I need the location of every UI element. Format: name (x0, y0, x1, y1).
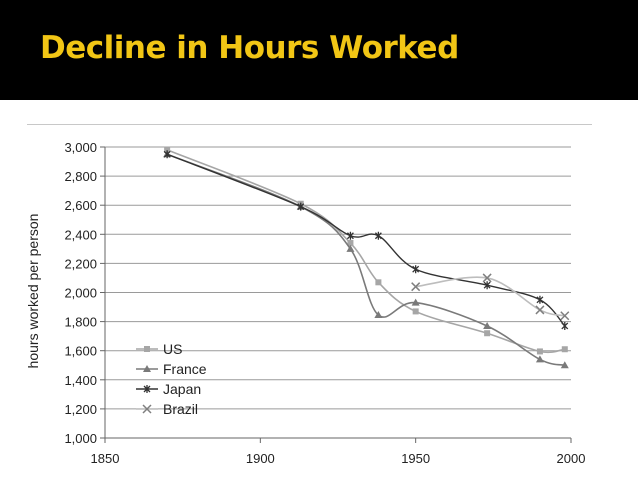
data-point-us (375, 279, 382, 286)
legend-label-brazil: Brazil (163, 401, 198, 417)
x-tick-label: 2000 (557, 451, 586, 466)
data-point-japan (163, 150, 171, 159)
data-point-us (536, 348, 543, 355)
data-point-us (412, 308, 419, 315)
y-tick-label: 2,600 (64, 198, 97, 213)
legend-marker-us (144, 346, 150, 352)
legend-label-france: France (163, 361, 207, 377)
x-tick-label: 1900 (246, 451, 275, 466)
data-point-japan (412, 265, 420, 274)
legend: US France Japan Brazil (136, 341, 207, 417)
x-tick-label: 1950 (401, 451, 430, 466)
data-point-france (535, 355, 544, 363)
y-tick-label: 2,400 (64, 227, 97, 242)
divider-line (27, 124, 592, 125)
legend-marker-france (143, 365, 151, 372)
series-line-japan (166, 153, 566, 327)
y-tick-label: 3,000 (64, 140, 97, 155)
data-point-brazil (560, 311, 570, 321)
slide-title: Decline in Hours Worked (40, 30, 459, 66)
series-line-brazil (415, 276, 565, 317)
data-point-france (560, 361, 569, 369)
data-point-japan (297, 202, 305, 211)
y-tick-label: 1,800 (64, 315, 97, 330)
legend-label-japan: Japan (163, 381, 201, 397)
slide-content (0, 100, 638, 479)
data-point-japan (561, 321, 569, 330)
data-point-brazil (411, 282, 421, 292)
data-point-france (346, 244, 355, 252)
data-point-france (483, 321, 492, 329)
data-point-brazil (535, 305, 545, 315)
y-tick-label: 2,000 (64, 286, 97, 301)
data-point-japan (536, 295, 544, 304)
data-point-japan (346, 231, 354, 240)
data-point-us (347, 240, 354, 247)
data-point-us (164, 146, 171, 153)
y-axis-label: hours worked per person (25, 214, 41, 369)
y-tick-label: 2,800 (64, 169, 97, 184)
series-line-us (166, 149, 565, 354)
y-tick-label: 1,000 (64, 431, 97, 446)
data-point-france (374, 311, 383, 319)
y-tick-label: 1,400 (64, 373, 97, 388)
y-tick-label: 1,600 (64, 344, 97, 359)
y-tick-label: 1,200 (64, 402, 97, 417)
legend-label-us: US (163, 341, 182, 357)
series-layer (163, 146, 570, 369)
data-point-japan (374, 231, 382, 240)
axes: 1,000 1,200 1,400 1,600 1,800 2,000 2,200 2,400… (64, 140, 585, 466)
data-point-brazil (482, 273, 492, 283)
data-point-france (411, 298, 420, 306)
y-tick-label: 2,200 (64, 256, 97, 271)
legend-marker-brazil (142, 404, 152, 414)
title-bar: Decline in Hours Worked (0, 0, 638, 94)
legend-marker-japan (143, 385, 151, 393)
data-point-us (561, 346, 568, 353)
data-point-us (484, 330, 491, 337)
series-line-france (166, 153, 565, 367)
x-tick-label: 1850 (91, 451, 120, 466)
data-point-japan (483, 281, 491, 290)
